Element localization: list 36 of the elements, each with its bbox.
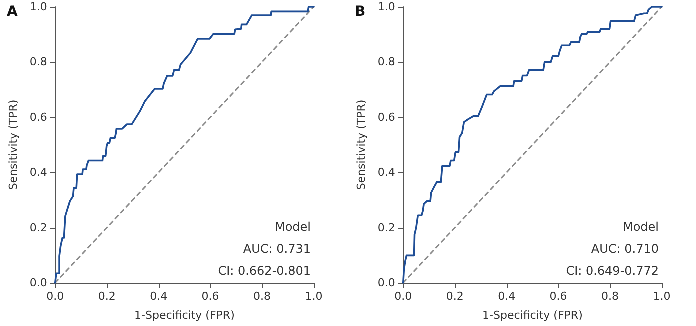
annotation: Model — [274, 220, 311, 234]
y-axis-title: Sensitivity (TPR) — [355, 100, 368, 190]
y-tick-label: 0.8 — [378, 56, 396, 69]
x-tick-label: 0.0 — [394, 290, 412, 303]
y-tick-label: 0.6 — [30, 110, 48, 124]
y-tick-label: 0.4 — [30, 166, 48, 180]
y-tick-label: 0.0 — [378, 276, 396, 290]
y-tick-label: 0.8 — [30, 56, 48, 69]
y-tick-label: 0.4 — [378, 166, 396, 180]
x-tick-label: 0.6 — [550, 290, 568, 303]
annotation: CI: 0.649-0.772 — [566, 264, 659, 278]
x-tick-label: 0.4 — [498, 290, 516, 303]
chart-title: B — [355, 4, 366, 20]
y-tick-label: 1.0 — [378, 0, 396, 14]
x-tick-label: 1.0 — [653, 290, 671, 303]
y-axis-title: Sensitivity (TPR) — [7, 100, 20, 190]
annotation: CI: 0.662-0.801 — [218, 264, 311, 278]
x-axis-title: 1-Specificity (FPR) — [134, 309, 235, 322]
x-tick-label: 0.2 — [98, 290, 116, 303]
annotation: AUC: 0.731 — [243, 242, 311, 256]
x-tick-label: 0.8 — [254, 290, 272, 303]
x-tick-label: 0.6 — [202, 290, 220, 303]
annotation: AUC: 0.710 — [591, 242, 659, 256]
y-tick-label: 0.2 — [30, 221, 48, 234]
x-tick-label: 0.8 — [602, 290, 620, 303]
y-tick-label: 0.2 — [378, 221, 396, 234]
y-tick-label: 0.0 — [30, 276, 48, 290]
x-tick-label: 0.0 — [46, 290, 64, 303]
x-tick-label: 0.4 — [150, 290, 168, 303]
x-tick-label: 0.2 — [446, 290, 464, 303]
chart-title: A — [7, 4, 18, 20]
annotation: Model — [622, 220, 659, 234]
y-tick-label: 0.6 — [378, 110, 396, 124]
x-axis-title: 1-Specificity (FPR) — [482, 309, 583, 322]
x-tick-label: 1.0 — [305, 290, 323, 303]
y-tick-label: 1.0 — [30, 0, 48, 14]
